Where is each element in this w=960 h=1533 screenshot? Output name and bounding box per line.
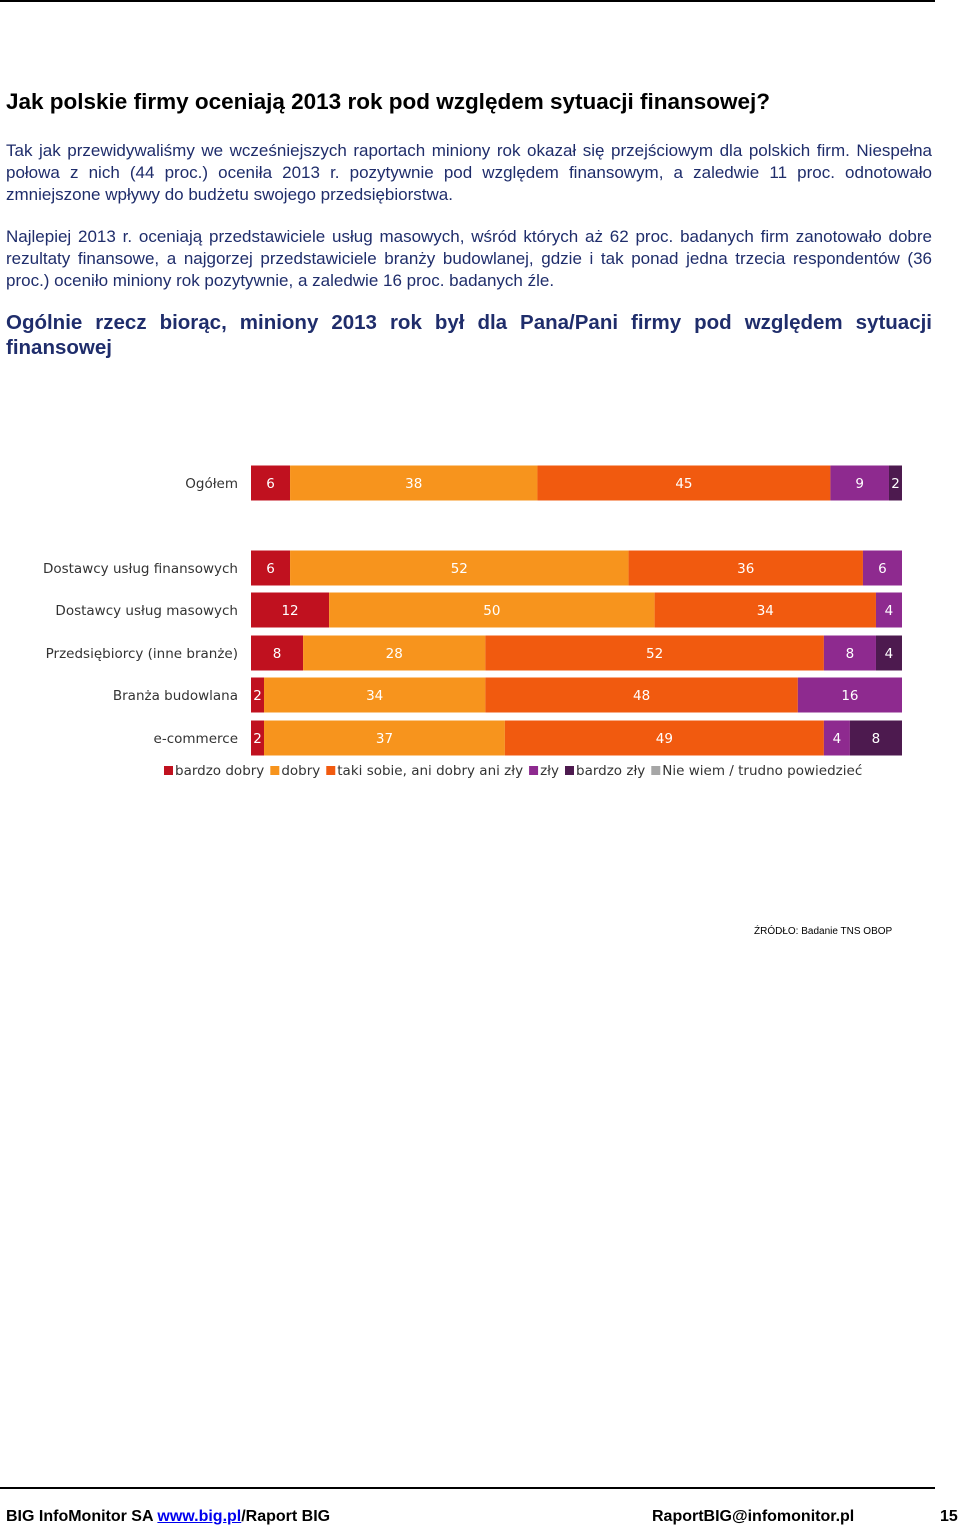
footer-email: RaportBIG@infomonitor.pl	[652, 1508, 855, 1525]
bar-segment	[628, 550, 863, 586]
data-label: 6	[266, 561, 275, 577]
bar-segment	[329, 592, 655, 628]
data-label: 2	[253, 731, 262, 747]
legend-swatch	[529, 766, 539, 775]
category-label: Dostawcy usług finansowych	[43, 561, 238, 577]
page-heading: Jak polskie firmy oceniają 2013 rok pod …	[6, 89, 771, 114]
bar-segment	[251, 720, 265, 756]
bar-segment	[849, 720, 902, 756]
data-label: 45	[675, 476, 692, 492]
footer-report: /Raport BIG	[241, 1508, 331, 1525]
top-rule	[0, 0, 935, 2]
bar-segment	[264, 720, 505, 756]
category-label: e-commerce	[154, 731, 238, 747]
detail-paragraph: Najlepiej 2013 r. oceniają przedstawicie…	[6, 227, 932, 290]
bar-segment	[264, 677, 486, 713]
data-label: 4	[885, 603, 894, 619]
legend-label: dobry	[281, 763, 320, 779]
bar-segment	[823, 720, 850, 756]
legend-swatch	[326, 766, 336, 775]
bar-segment	[251, 635, 304, 671]
data-label: 16	[841, 688, 858, 704]
data-label: 52	[646, 646, 663, 662]
bar-segment	[537, 465, 831, 501]
data-label: 9	[855, 476, 864, 492]
bar-segment	[290, 465, 538, 501]
legend-label: taki sobie, ani dobry ani zły	[337, 763, 523, 779]
category-label: Przedsiębiorcy (inne branże)	[46, 646, 238, 662]
data-label: 48	[633, 688, 650, 704]
data-label: 4	[885, 646, 894, 662]
data-label: 36	[737, 561, 754, 577]
bar-segment	[797, 677, 902, 713]
bar-segment	[823, 635, 876, 671]
data-label: 4	[833, 731, 842, 747]
intro-paragraph: Tak jak przewidywaliśmy we wcześniejszyc…	[6, 141, 932, 204]
bar-segment	[251, 550, 291, 586]
bar-segment	[251, 677, 265, 713]
bar-segment	[485, 635, 824, 671]
footer-company: BIG InfoMonitor SA	[6, 1508, 158, 1525]
data-label: 2	[891, 476, 900, 492]
bar-segment	[251, 592, 330, 628]
bar-segment	[654, 592, 876, 628]
data-label: 38	[405, 476, 422, 492]
category-label: Ogółem	[185, 476, 238, 492]
data-label: 8	[872, 731, 881, 747]
footer-link[interactable]: www.big.pl	[157, 1508, 242, 1525]
data-label: 50	[483, 603, 500, 619]
bar-segment	[862, 550, 902, 586]
legend-swatch	[270, 766, 280, 775]
data-label: 34	[366, 688, 383, 704]
data-label: 12	[281, 603, 298, 619]
data-label: 8	[846, 646, 855, 662]
bar-segment	[251, 465, 291, 501]
bar-segment	[504, 720, 824, 756]
page-number: 15	[940, 1508, 958, 1525]
data-label: 37	[376, 731, 393, 747]
bar-segment	[875, 635, 902, 671]
source-note: ŹRÓDŁO: Badanie TNS OBOP	[754, 926, 893, 937]
category-label: Branża budowlana	[113, 688, 238, 704]
data-label: 28	[386, 646, 403, 662]
survey-question: Ogólnie rzecz biorąc, miniony 2013 rok b…	[6, 311, 932, 359]
data-label: 49	[656, 731, 673, 747]
category-label: Dostawcy usług masowych	[55, 603, 238, 619]
data-label: 6	[878, 561, 887, 577]
bottom-rule	[0, 1487, 935, 1489]
legend-label: bardzo zły	[576, 763, 645, 779]
stacked-bar-chart: Ogółem 6 38 45 9 2 Dostawcy usług finansowych 6…	[43, 465, 902, 779]
bar-segment	[303, 635, 486, 671]
data-label: 8	[273, 646, 282, 662]
legend-label: zły	[540, 763, 559, 779]
legend-label: Nie wiem / trudno powiedzieć	[662, 763, 862, 779]
bar-segment	[830, 465, 889, 501]
bar-segment	[875, 592, 902, 628]
legend-swatch	[651, 766, 661, 775]
legend-label: bardzo dobry	[175, 763, 264, 779]
legend-swatch	[164, 766, 173, 775]
legend-swatch	[565, 766, 574, 775]
bar-segment	[888, 465, 902, 501]
data-label: 52	[451, 561, 468, 577]
data-label: 34	[757, 603, 774, 619]
data-label: 6	[266, 476, 275, 492]
data-label: 2	[253, 688, 262, 704]
footer-left: BIG InfoMonitor SA www.big.pl/Raport BIG	[6, 1508, 330, 1526]
bar-segment	[290, 550, 629, 586]
bar-segment	[485, 677, 798, 713]
